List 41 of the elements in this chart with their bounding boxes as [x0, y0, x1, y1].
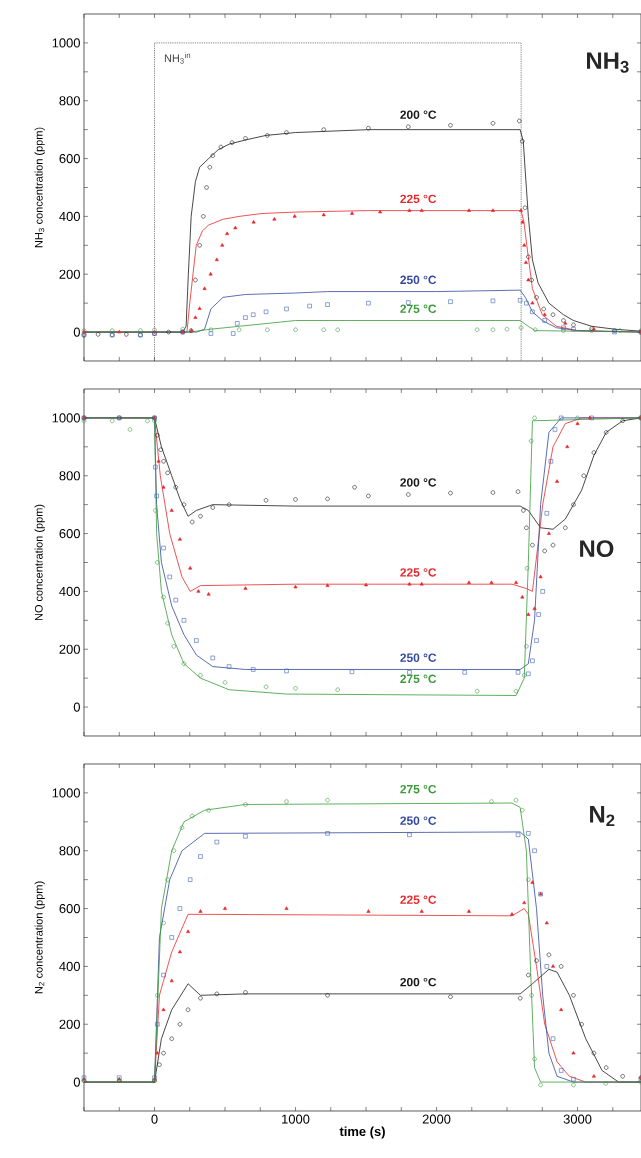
series-label: 225 °C: [400, 194, 437, 204]
y-tick-label: 400: [59, 961, 80, 971]
y-tick-label: 600: [59, 528, 80, 539]
y-tick-label: 400: [59, 211, 80, 221]
y-tick-label: 0: [73, 1077, 80, 1087]
y-tick-label: 800: [59, 96, 80, 106]
y-tick-label: 200: [59, 1019, 80, 1029]
y-axis-title: N$_{2}$ concentration (ppm): [34, 881, 45, 994]
y-tick-label: 200: [59, 269, 80, 279]
y-tick-label: 600: [59, 153, 80, 164]
series-label: 250 °C: [400, 275, 437, 285]
y-axis-title: NO concentration (ppm): [34, 504, 45, 621]
y-tick-label: 0: [73, 702, 80, 712]
series-label: 200 °C: [400, 110, 437, 119]
y-tick-label: 600: [59, 903, 80, 914]
y-tick-label: 400: [59, 586, 80, 596]
text: N$_{2}$: [590, 805, 615, 827]
y-tick-label: 0: [73, 327, 80, 337]
x-axis-title: time (s): [339, 1126, 385, 1139]
text: NO: [580, 540, 614, 558]
x-tick-label: 2000: [422, 1114, 451, 1124]
series-label: 250 °C: [400, 653, 437, 662]
x-tick-label: 1000: [282, 1114, 310, 1124]
y-tick-label: 1000: [52, 38, 80, 48]
y-axis-title: NH$_{3}$ concentration (ppm): [34, 127, 45, 248]
y-tick-label: 200: [59, 644, 80, 654]
series-label: 275 °C: [400, 784, 437, 794]
y-tick-label: 800: [59, 471, 80, 481]
series-label: 275 °C: [400, 674, 437, 684]
x-tick-label: 3000: [563, 1114, 592, 1124]
series-label: 225 °C: [400, 568, 437, 577]
y-tick-label: 1000: [52, 413, 80, 423]
series-label: 200 °C: [400, 977, 437, 987]
series-label: 225 °C: [400, 895, 437, 904]
series-label: 250 °C: [400, 816, 437, 825]
series-label: 200 °C: [400, 478, 437, 487]
x-tick-label: 0: [151, 1114, 158, 1124]
text: NH$_{3}$: [587, 52, 629, 73]
y-tick-label: 800: [59, 846, 80, 856]
series-label: 275 °C: [400, 304, 437, 313]
y-tick-label: 1000: [52, 788, 80, 798]
